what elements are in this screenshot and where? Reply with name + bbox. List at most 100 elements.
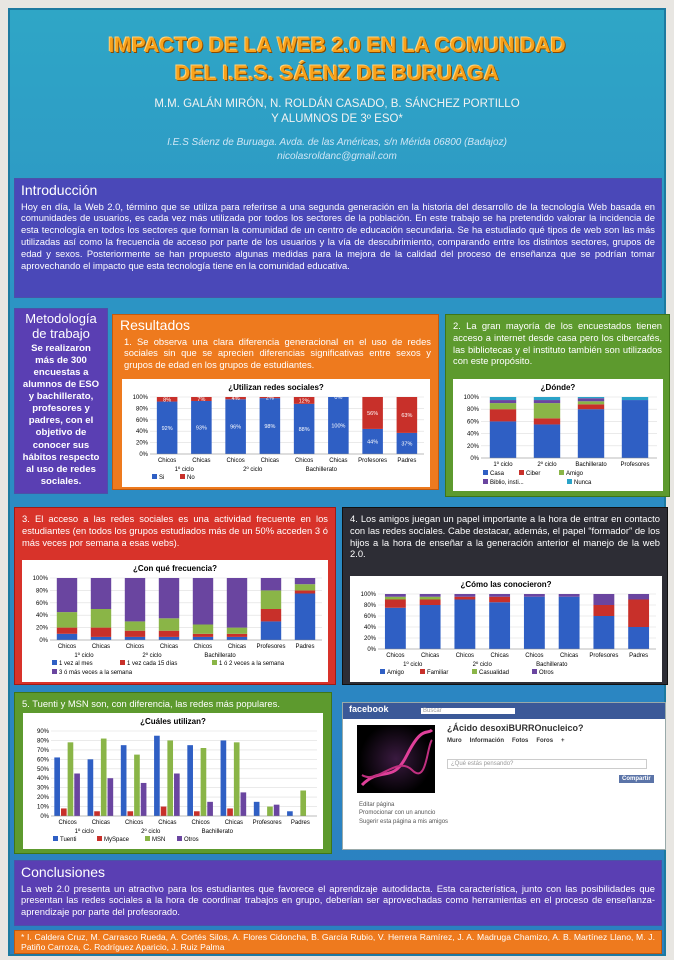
x-tick-label: Chicas xyxy=(329,458,347,464)
bar-segment xyxy=(158,578,180,619)
group-label: Bachillerato xyxy=(536,662,568,668)
sidebar: Editar página Promocionar con un anuncio… xyxy=(359,801,448,826)
y-tick-label: 80% xyxy=(467,407,480,413)
bar-segment xyxy=(533,424,561,458)
bar-segment xyxy=(577,409,605,458)
panel-3: 3. El acceso a las redes sociales es una… xyxy=(14,507,336,685)
bar-segment xyxy=(533,400,561,404)
y-tick-label: 40% xyxy=(364,625,377,631)
value-label: 93% xyxy=(196,425,207,431)
sidebar-link[interactable]: Editar página xyxy=(359,802,395,808)
x-tick-label: Profesores xyxy=(256,644,285,650)
y-tick-label: 80% xyxy=(136,406,149,412)
y-tick-label: 20% xyxy=(467,444,480,450)
value-label: 12% xyxy=(299,398,310,404)
bar-segment xyxy=(124,636,146,640)
bar-segment xyxy=(384,594,406,597)
bar-segment xyxy=(192,578,214,625)
bar-segment xyxy=(384,607,406,649)
x-tick-label: Chicos xyxy=(525,653,543,659)
bar-segment xyxy=(489,403,517,410)
legend-label: Casualidad xyxy=(479,670,509,676)
tab[interactable]: Información xyxy=(469,738,505,744)
y-tick-label: 20% xyxy=(36,626,49,632)
y-tick-label: 0% xyxy=(39,638,48,644)
group-label: 1º ciclo xyxy=(175,466,195,473)
bar-segment xyxy=(226,633,248,637)
bar xyxy=(120,745,127,816)
x-tick-label: Chicas xyxy=(225,820,243,826)
bar xyxy=(160,806,167,816)
bar-segment xyxy=(523,596,545,649)
legend-swatch xyxy=(145,836,150,841)
email: nicolasroldanc@gmail.com xyxy=(277,151,397,162)
x-tick-label: 1º ciclo xyxy=(493,461,513,468)
bar-segment xyxy=(90,609,112,628)
group-label: Bachillerato xyxy=(204,653,236,659)
status-input[interactable]: ¿Qué estás pensando? xyxy=(447,759,647,769)
y-tick-label: 90% xyxy=(37,729,50,735)
chart: ¿Cuáles utilizan? 0% 10% 20% 30% 40% 50% 60% 70%… xyxy=(23,713,323,849)
sidebar-link[interactable]: Promocionar con un anuncio xyxy=(359,810,436,817)
sidebar-link[interactable]: Sugerir esta página a mis amigos xyxy=(359,818,449,825)
bar-segment xyxy=(260,609,282,622)
bar xyxy=(253,801,260,816)
y-tick-label: 50% xyxy=(37,767,50,773)
tab[interactable]: + xyxy=(561,738,565,744)
bar-segment xyxy=(396,397,418,433)
bar-segment xyxy=(226,636,248,640)
tab[interactable]: Fotos xyxy=(512,738,529,744)
legend-swatch xyxy=(532,669,537,674)
dna-art xyxy=(360,728,434,787)
bar xyxy=(227,808,233,816)
bar-segment xyxy=(192,636,214,640)
x-tick-label: Padres xyxy=(291,820,310,826)
bar-segment xyxy=(294,590,316,594)
tab[interactable]: Muro xyxy=(447,738,462,744)
bar-segment xyxy=(90,578,112,609)
bar-segment xyxy=(419,599,441,605)
panel-5: 5. Tuenti y MSN son, con diferencia, las… xyxy=(14,692,332,854)
bar xyxy=(267,806,273,816)
legend-swatch xyxy=(472,669,477,674)
y-tick-label: 100% xyxy=(133,395,149,401)
x-tick-label: Chicas xyxy=(490,653,508,659)
bar-segment xyxy=(328,397,349,454)
bar-segment xyxy=(191,400,212,454)
legend-swatch xyxy=(53,836,58,841)
bar-segment xyxy=(489,400,517,404)
group-label: 2º ciclo xyxy=(141,828,161,835)
x-tick-label: Chicos xyxy=(226,458,244,464)
y-tick-label: 0% xyxy=(470,456,479,462)
legend-swatch xyxy=(483,470,488,475)
legend-label: Nunca xyxy=(574,480,592,486)
x-tick-label: Padres xyxy=(397,458,416,464)
bar-segment xyxy=(56,578,78,613)
bar xyxy=(273,804,280,816)
legend-swatch xyxy=(567,479,572,484)
chart-title: ¿Con qué frecuencia? xyxy=(133,564,217,573)
share-button[interactable]: Compartir xyxy=(619,775,654,783)
tab[interactable]: Foros xyxy=(536,738,554,744)
bar-segment xyxy=(158,630,180,637)
y-tick-label: 20% xyxy=(136,441,149,447)
y-tick-label: 60% xyxy=(37,757,50,763)
bar-segment xyxy=(156,401,178,454)
bar-segment xyxy=(192,624,214,634)
legend-swatch xyxy=(52,660,57,665)
x-tick-label: Chicas xyxy=(421,653,439,659)
x-tick-label: Chicos xyxy=(191,820,209,826)
bar-segment xyxy=(454,599,476,649)
x-tick-label: Profesores xyxy=(620,462,649,468)
x-tick-label: Profesores xyxy=(253,820,282,826)
group-label: Bachillerato xyxy=(202,829,234,835)
panel-text: 5. Tuenti y MSN son, con diferencia, las… xyxy=(22,698,280,709)
legend-label: Otros xyxy=(539,670,554,676)
x-tick-label: Chicas xyxy=(560,653,578,659)
y-tick-label: 80% xyxy=(364,603,377,609)
bar-segment xyxy=(577,401,605,405)
legend-label: Amigo xyxy=(387,670,405,676)
footnote: * I. Caldera Cruz, M. Carrasco Rueda, A.… xyxy=(14,930,662,954)
